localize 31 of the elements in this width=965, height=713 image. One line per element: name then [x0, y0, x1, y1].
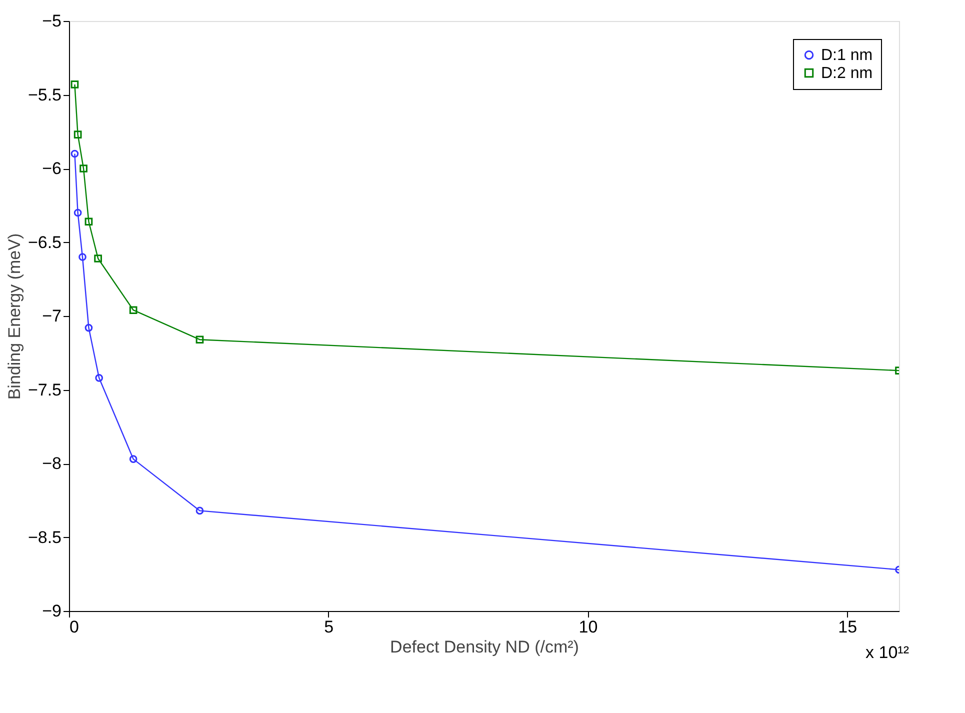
y-tick-label: −7: [42, 306, 62, 326]
y-tick-label: −8: [42, 454, 62, 473]
y-tick-label: −6.5: [28, 232, 62, 252]
y-tick-label: −6: [42, 159, 62, 178]
point: [80, 164, 88, 172]
legend-label: D:1 nm: [821, 47, 873, 64]
point: [78, 253, 86, 261]
x-tick-label: 0: [70, 618, 79, 636]
x-tick-label: 10: [578, 618, 598, 636]
x-tick-label: 5: [324, 618, 334, 636]
point: [196, 336, 204, 344]
y-tick-label: −5: [42, 12, 62, 30]
y-tick-label: −9: [42, 602, 62, 620]
x-axis-title: Defect Density ND (/cm²): [390, 638, 579, 656]
point: [95, 374, 103, 382]
point: [84, 324, 93, 332]
y-tick-label: −8.5: [28, 528, 62, 547]
point: [74, 208, 82, 217]
point: [70, 80, 79, 88]
text: x 10¹²: [866, 643, 910, 662]
x-tick-label: 15: [838, 618, 858, 636]
point: [196, 506, 204, 515]
y-axis-title: Binding Energy (meV): [4, 233, 24, 400]
y-tick-label: −7.5: [28, 380, 62, 400]
point: [94, 254, 102, 262]
y-tick-label: −5.5: [28, 85, 62, 104]
point: [129, 455, 138, 463]
point: [74, 130, 82, 138]
point: [129, 306, 138, 314]
legend-label: D:2 nm: [821, 65, 873, 82]
point: [84, 218, 93, 226]
